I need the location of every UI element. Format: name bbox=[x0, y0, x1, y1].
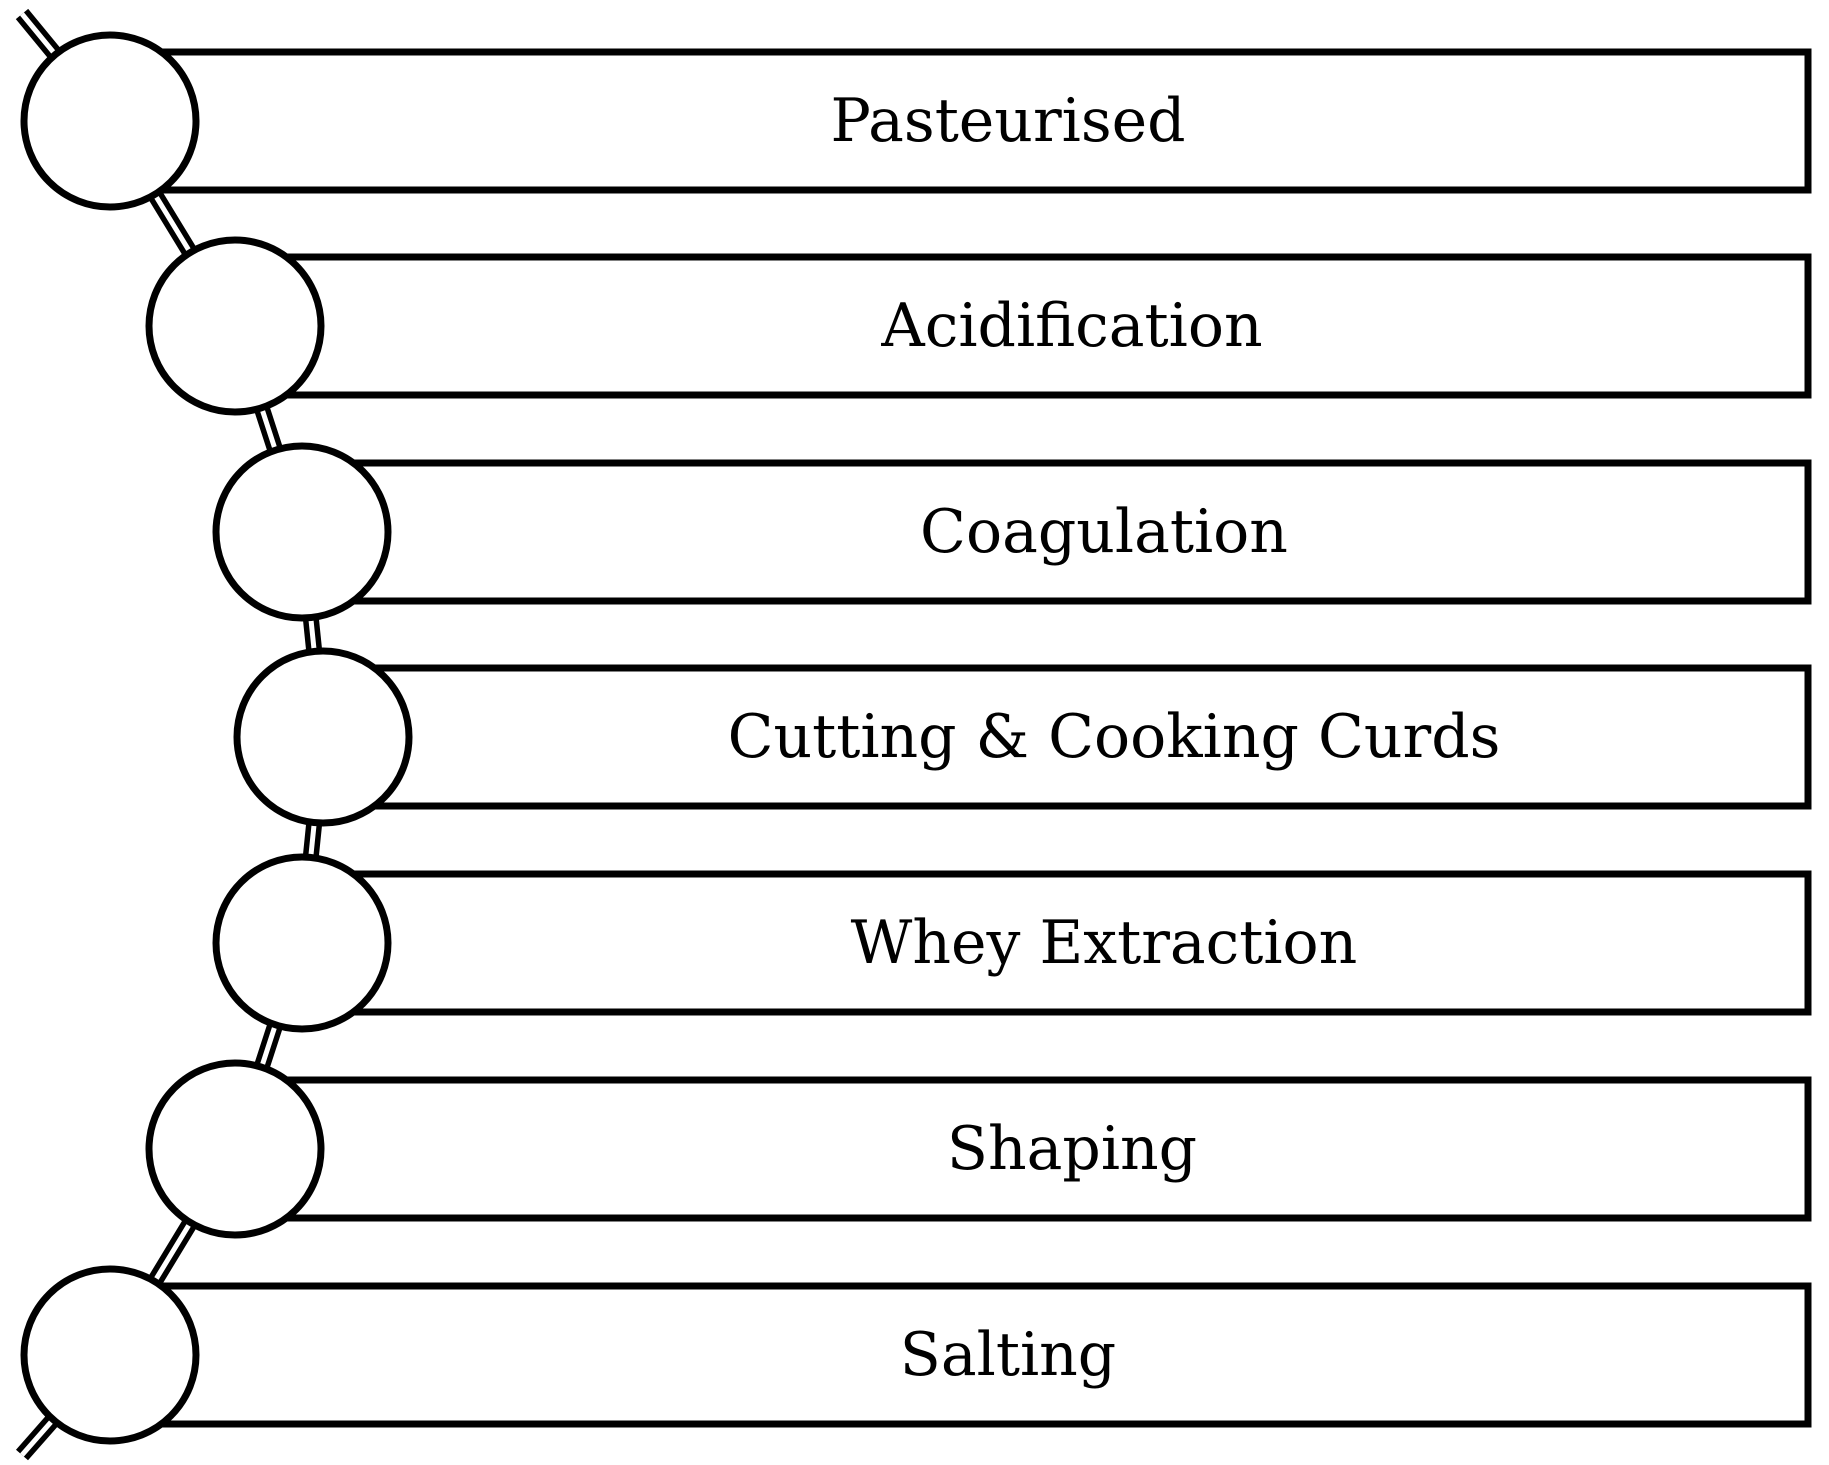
step-box-acidification: Acidification bbox=[231, 253, 1812, 399]
step-marker-shaping bbox=[145, 1059, 325, 1239]
step-box-coagulation: Coagulation bbox=[298, 459, 1812, 605]
step-label-coagulation: Coagulation bbox=[920, 497, 1288, 567]
step-marker-pasteurised bbox=[20, 31, 200, 211]
step-label-cutting-cooking-curds: Cutting & Cooking Curds bbox=[728, 702, 1501, 772]
step-label-acidification: Acidification bbox=[880, 291, 1262, 361]
step-label-whey-extraction: Whey Extraction bbox=[851, 908, 1358, 978]
step-marker-salting bbox=[20, 1265, 200, 1445]
step-box-shaping: Shaping bbox=[231, 1076, 1812, 1222]
step-marker-coagulation bbox=[212, 442, 392, 622]
step-box-cutting-cooking-curds: Cutting & Cooking Curds bbox=[319, 664, 1812, 810]
step-label-shaping: Shaping bbox=[947, 1114, 1197, 1184]
step-box-pasteurised: Pasteurised bbox=[106, 48, 1812, 194]
step-marker-cutting-cooking-curds bbox=[233, 647, 413, 827]
step-box-whey-extraction: Whey Extraction bbox=[298, 870, 1812, 1016]
step-label-salting: Salting bbox=[900, 1320, 1116, 1390]
step-marker-whey-extraction bbox=[212, 853, 392, 1033]
step-box-salting: Salting bbox=[106, 1282, 1812, 1428]
step-label-pasteurised: Pasteurised bbox=[830, 86, 1185, 156]
step-marker-acidification bbox=[145, 236, 325, 416]
